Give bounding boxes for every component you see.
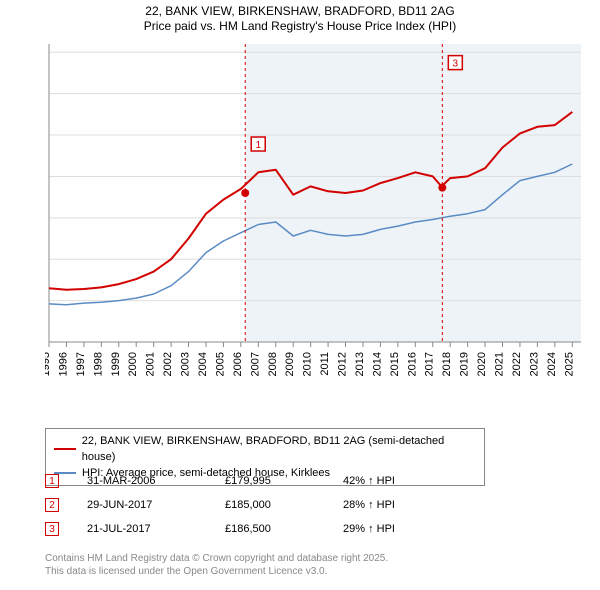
svg-text:2019: 2019	[459, 352, 471, 376]
svg-text:3: 3	[453, 59, 459, 70]
legend-row-property: 22, BANK VIEW, BIRKENSHAW, BRADFORD, BD1…	[54, 433, 476, 465]
svg-text:2023: 2023	[528, 352, 540, 376]
sale-price: £185,000	[225, 499, 315, 511]
svg-text:2015: 2015	[389, 352, 401, 376]
svg-text:2018: 2018	[441, 352, 453, 376]
svg-text:2010: 2010	[302, 352, 314, 376]
title-line-2: Price paid vs. HM Land Registry's House …	[0, 19, 600, 34]
svg-text:1996: 1996	[57, 352, 69, 376]
svg-text:2024: 2024	[546, 352, 558, 376]
chart-container: 22, BANK VIEW, BIRKENSHAW, BRADFORD, BD1…	[0, 0, 600, 590]
legend-label-property: 22, BANK VIEW, BIRKENSHAW, BRADFORD, BD1…	[82, 433, 476, 465]
sale-row: 3 21-JUL-2017 £186,500 29% ↑ HPI	[45, 520, 585, 538]
svg-text:1998: 1998	[92, 352, 104, 376]
sale-row: 2 29-JUN-2017 £185,000 28% ↑ HPI	[45, 496, 585, 514]
chart-area: £0£50K£100K£150K£200K£250K£300K£350K1995…	[45, 40, 585, 390]
footer-attribution: Contains HM Land Registry data © Crown c…	[45, 552, 388, 578]
legend-swatch-property	[54, 448, 76, 450]
svg-text:2025: 2025	[563, 352, 575, 376]
title-line-1: 22, BANK VIEW, BIRKENSHAW, BRADFORD, BD1…	[0, 4, 600, 19]
svg-text:2017: 2017	[424, 352, 436, 376]
svg-text:2012: 2012	[337, 352, 349, 376]
svg-text:2002: 2002	[162, 352, 174, 376]
footer-line-2: This data is licensed under the Open Gov…	[45, 565, 388, 578]
svg-text:2008: 2008	[267, 352, 279, 376]
svg-text:2011: 2011	[319, 352, 331, 376]
sale-price: £186,500	[225, 523, 315, 535]
svg-text:2020: 2020	[476, 352, 488, 376]
svg-text:2001: 2001	[145, 352, 157, 376]
svg-text:2005: 2005	[214, 352, 226, 376]
svg-text:2006: 2006	[232, 352, 244, 376]
sale-row: 1 31-MAR-2006 £179,995 42% ↑ HPI	[45, 472, 585, 490]
svg-text:1997: 1997	[75, 352, 87, 376]
svg-text:2021: 2021	[494, 352, 506, 376]
sale-price: £179,995	[225, 475, 315, 487]
sale-badge: 1	[45, 474, 59, 488]
sale-badge: 3	[45, 522, 59, 536]
svg-text:2013: 2013	[354, 352, 366, 376]
svg-text:2000: 2000	[127, 352, 139, 376]
svg-text:1999: 1999	[110, 352, 122, 376]
sale-pct: 29% ↑ HPI	[343, 523, 453, 535]
title-block: 22, BANK VIEW, BIRKENSHAW, BRADFORD, BD1…	[0, 0, 600, 34]
sales-list: 1 31-MAR-2006 £179,995 42% ↑ HPI 2 29-JU…	[45, 472, 585, 544]
footer-line-1: Contains HM Land Registry data © Crown c…	[45, 552, 388, 565]
sale-pct: 42% ↑ HPI	[343, 475, 453, 487]
svg-text:2014: 2014	[371, 352, 383, 376]
svg-text:2004: 2004	[197, 352, 209, 376]
svg-text:2022: 2022	[511, 352, 523, 376]
svg-text:2016: 2016	[406, 352, 418, 376]
svg-text:1995: 1995	[45, 352, 52, 376]
sale-date: 31-MAR-2006	[87, 475, 197, 487]
sale-date: 29-JUN-2017	[87, 499, 197, 511]
line-chart-svg: £0£50K£100K£150K£200K£250K£300K£350K1995…	[45, 40, 585, 390]
sale-pct: 28% ↑ HPI	[343, 499, 453, 511]
svg-text:2007: 2007	[249, 352, 261, 376]
sale-date: 21-JUL-2017	[87, 523, 197, 535]
sale-badge: 2	[45, 498, 59, 512]
svg-text:2003: 2003	[180, 352, 192, 376]
svg-text:2009: 2009	[284, 352, 296, 376]
svg-text:1: 1	[255, 140, 261, 151]
